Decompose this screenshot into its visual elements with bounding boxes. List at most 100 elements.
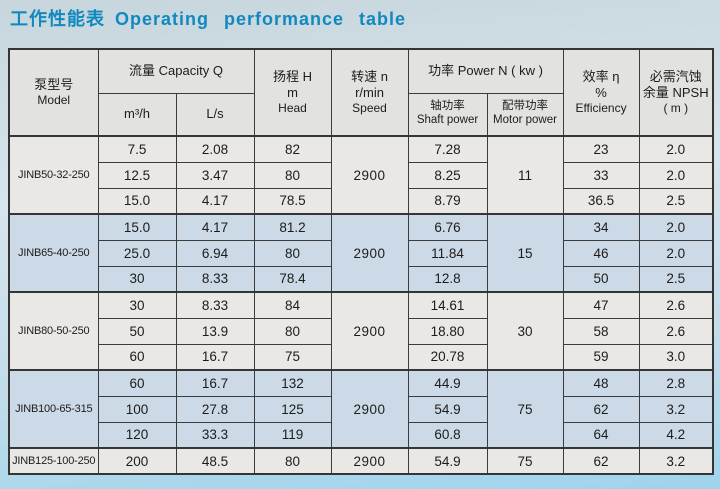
cell-npsh: 3.0	[638, 343, 714, 371]
cell-efficiency: 48	[562, 369, 640, 397]
cell-head: 80	[253, 239, 332, 267]
cell-npsh: 2.0	[638, 135, 714, 163]
cell-head: 81.2	[253, 213, 332, 241]
cell-shaft-power: 8.25	[407, 161, 488, 189]
cell-efficiency: 46	[562, 239, 640, 267]
cell-flow-m3h: 12.5	[97, 161, 177, 189]
header-model-en: Model	[37, 93, 71, 108]
table-row: JINB125-100-250 200 48.5 80 2900 54.9 75…	[8, 447, 714, 475]
performance-table: 泵型号 Model 流量 Capacity Q 扬程 H m Head 转速 n…	[8, 48, 715, 475]
cell-shaft-power: 12.8	[407, 265, 488, 293]
table-row: JINB80-50-250 30 8.33 84 2900 14.61 30 4…	[8, 291, 714, 371]
header-power: 功率 Power N ( kw )	[407, 48, 564, 94]
cell-flow-ls: 4.17	[175, 187, 255, 215]
cell-motor-power: 75	[486, 369, 564, 449]
header-shaft-power-en: Shaft power	[416, 114, 479, 127]
cell-speed: 2900	[330, 291, 409, 371]
table-row: 25.0 6.94 80 11.84 46 2.0	[9, 239, 714, 267]
header-npsh-zh1: 必需汽蚀	[649, 68, 702, 84]
cell-shaft-power: 7.28	[407, 135, 488, 163]
cell-efficiency: 62	[562, 395, 640, 423]
cell-flow-ls: 2.08	[175, 135, 255, 163]
pump-group-jinb80-50-250: JINB80-50-250 30 8.33 84 2900 14.61 30 4…	[8, 291, 714, 371]
cell-efficiency: 59	[562, 343, 640, 371]
cell-speed: 2900	[330, 447, 409, 475]
cell-motor-power: 75	[486, 447, 564, 475]
header-model: 泵型号 Model	[8, 48, 99, 137]
cell-shaft-power: 54.9	[407, 395, 488, 423]
cell-model: JINB80-50-250	[8, 291, 99, 371]
cell-head: 78.4	[253, 265, 332, 293]
cell-flow-ls: 6.94	[175, 239, 255, 267]
header-head-unit: m	[287, 85, 298, 100]
cell-motor-power: 30	[486, 291, 564, 371]
cell-npsh: 2.6	[638, 291, 714, 319]
pump-group-jinb50-32-250: JINB50-32-250 7.5 2.08 82 2900 7.28 11 2…	[8, 135, 714, 215]
cell-flow-m3h: 7.5	[97, 135, 177, 163]
table-row: JINB100-65-315 60 16.7 132 2900 44.9 75 …	[8, 369, 714, 449]
cell-head: 75	[253, 343, 332, 371]
cell-speed: 2900	[330, 213, 409, 293]
cell-shaft-power: 11.84	[407, 239, 488, 267]
cell-shaft-power: 14.61	[407, 291, 488, 319]
header-motor-power: 配带功率 Motor power	[486, 92, 564, 137]
cell-flow-m3h: 15.0	[97, 187, 177, 215]
cell-efficiency: 36.5	[562, 187, 640, 215]
header-shaft-power-zh: 轴功率	[430, 100, 465, 113]
cell-npsh: 2.0	[638, 239, 714, 267]
cell-flow-m3h: 50	[97, 317, 177, 345]
page-title: 工作性能表 Operating performance table	[10, 5, 406, 31]
cell-npsh: 2.5	[638, 265, 714, 293]
header-efficiency-unit: %	[595, 85, 607, 100]
table-row: 50 13.9 80 18.80 58 2.6	[9, 317, 714, 345]
cell-shaft-power: 8.79	[407, 187, 488, 215]
cell-npsh: 2.8	[638, 369, 714, 397]
cell-npsh: 4.2	[638, 421, 714, 449]
cell-efficiency: 62	[562, 447, 640, 475]
cell-efficiency: 34	[562, 213, 640, 241]
cell-flow-ls: 16.7	[175, 369, 255, 397]
header-capacity: 流量 Capacity Q	[97, 48, 255, 94]
cell-flow-m3h: 15.0	[97, 213, 177, 241]
table-row: 15.0 4.17 78.5 8.79 36.5 2.5	[9, 187, 714, 215]
header-efficiency-zh: 效率 η	[582, 68, 620, 84]
table-row: JINB65-40-250 15.0 4.17 81.2 2900 6.76 1…	[8, 213, 714, 293]
cell-shaft-power: 44.9	[407, 369, 488, 397]
cell-head: 80	[253, 317, 332, 345]
header-speed-en: Speed	[352, 101, 387, 116]
cell-flow-ls: 13.9	[175, 317, 255, 345]
cell-flow-ls: 8.33	[175, 265, 255, 293]
cell-head: 78.5	[253, 187, 332, 215]
cell-flow-ls: 27.8	[175, 395, 255, 423]
header-npsh-zh2: 余量 NPSH	[642, 85, 709, 100]
cell-shaft-power: 6.76	[407, 213, 488, 241]
table-row: JINB50-32-250 7.5 2.08 82 2900 7.28 11 2…	[8, 135, 714, 215]
cell-model: JINB65-40-250	[8, 213, 99, 293]
pump-group-jinb125-100-250: JINB125-100-250 200 48.5 80 2900 54.9 75…	[8, 447, 714, 475]
cell-flow-m3h: 60	[97, 343, 177, 371]
cell-motor-power: 15	[486, 213, 564, 293]
cell-head: 84	[253, 291, 332, 319]
cell-model: JINB125-100-250	[8, 447, 99, 475]
cell-shaft-power: 60.8	[407, 421, 488, 449]
cell-head: 125	[253, 395, 332, 423]
cell-flow-m3h: 100	[97, 395, 177, 423]
pump-group-jinb65-40-250: JINB65-40-250 15.0 4.17 81.2 2900 6.76 1…	[8, 213, 714, 293]
header-efficiency-en: Efficiency	[575, 101, 627, 116]
table-row: 30 8.33 78.4 12.8 50 2.5	[9, 265, 714, 293]
header-head: 扬程 H m Head	[253, 48, 332, 137]
page-title-english: Operating performance table	[115, 9, 407, 29]
cell-flow-m3h: 60	[97, 369, 177, 397]
cell-head: 132	[253, 369, 332, 397]
header-head-en: Head	[278, 101, 307, 116]
cell-npsh: 2.0	[638, 161, 714, 189]
cell-flow-m3h: 30	[97, 265, 177, 293]
header-efficiency: 效率 η % Efficiency	[562, 48, 640, 137]
cell-npsh: 3.2	[638, 395, 714, 423]
cell-flow-ls: 3.47	[175, 161, 255, 189]
cell-npsh: 2.6	[638, 317, 714, 345]
cell-efficiency: 47	[562, 291, 640, 319]
cell-shaft-power: 54.9	[407, 447, 488, 475]
header-unit-m3h: m³/h	[97, 92, 177, 137]
